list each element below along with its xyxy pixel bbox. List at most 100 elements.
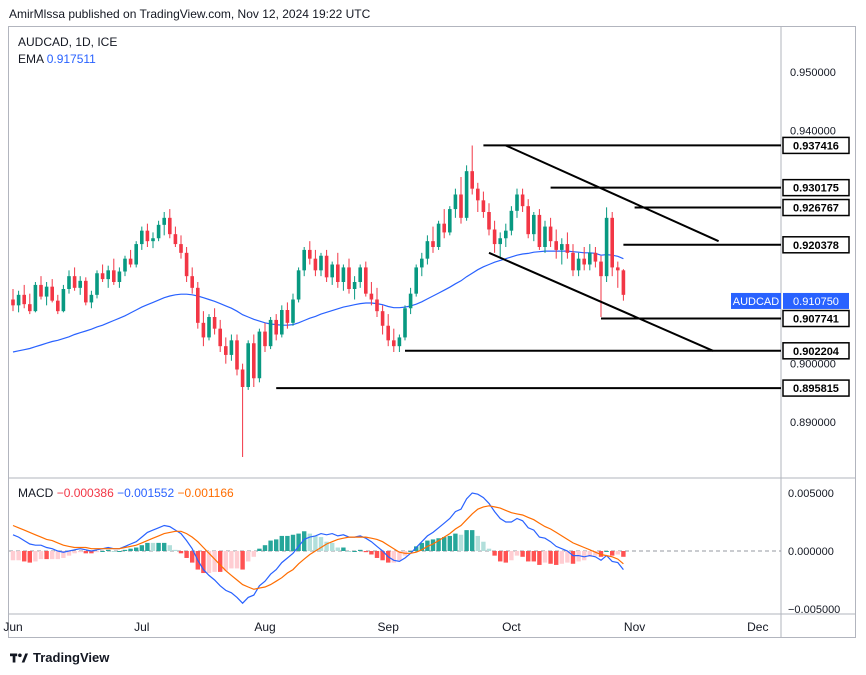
macd-histogram-bar (50, 551, 55, 560)
candle-down (442, 223, 446, 233)
candle-up (358, 267, 362, 282)
macd-histogram-bar (447, 535, 452, 551)
candle-up (302, 249, 306, 271)
macd-histogram-bar (234, 551, 240, 569)
macd-histogram-bar (279, 535, 284, 551)
macd-histogram-bar (520, 551, 525, 557)
macd-legend: MACD −0.000386 −0.001552 −0.001166 (18, 486, 234, 500)
macd-histogram-bar (246, 551, 251, 562)
macd-histogram-bar (537, 551, 542, 565)
candle-up (140, 230, 144, 245)
footer-brand[interactable]: TradingView (10, 650, 109, 665)
candle-up (397, 337, 402, 347)
candle-up (296, 270, 301, 300)
candle-up (78, 280, 82, 288)
candle-up (425, 241, 430, 259)
candle-down (571, 252, 575, 271)
macd-histogram-bar (481, 541, 486, 551)
level-label: 0.907741 (793, 314, 839, 326)
candle-down (224, 346, 228, 355)
candle-up (588, 252, 592, 265)
macd-histogram-bar (27, 551, 32, 563)
candle-up (420, 258, 424, 268)
candle-up (246, 343, 250, 387)
level-label: 0.930175 (793, 183, 839, 195)
macd-histogram-bar (565, 551, 570, 563)
macd-tick-label: 0.000000 (788, 546, 834, 558)
macd-histogram-bar (363, 551, 368, 553)
macd-hist-value: −0.000386 (56, 486, 114, 500)
candle-down (128, 258, 133, 265)
macd-histogram-bar (55, 551, 60, 560)
macd-histogram-bar (240, 551, 245, 570)
level-label: 0.902204 (793, 346, 840, 358)
ema-value: 0.917511 (46, 52, 96, 66)
candle-down (218, 328, 222, 347)
macd-histogram-bar (33, 551, 38, 562)
time-tick-label: Aug (254, 620, 275, 634)
candle-down (212, 317, 217, 329)
candle-up (95, 273, 99, 295)
candle-down (520, 194, 525, 207)
macd-histogram-bar (302, 531, 307, 551)
candle-down (599, 261, 603, 277)
time-tick-label: Sep (378, 620, 400, 634)
candle-down (392, 340, 396, 347)
candle-up (403, 308, 407, 338)
candle-down (285, 310, 290, 323)
candle-down (621, 270, 626, 295)
candle-down (526, 206, 530, 235)
macd-histogram-bar (251, 551, 256, 557)
candle-down (610, 217, 614, 268)
macd-histogram-bar (408, 551, 413, 552)
macd-histogram-bar (341, 547, 346, 551)
candle-up (291, 299, 295, 323)
macd-histogram-bar (206, 551, 212, 574)
macd-histogram-bar (122, 549, 128, 551)
macd-histogram-bar (111, 551, 116, 552)
macd-histogram-bar (604, 551, 609, 552)
candle-down (263, 331, 267, 347)
last-price-symbol: AUDCAD (733, 296, 780, 308)
signal-line (12, 505, 624, 590)
macd-histogram-bar (587, 551, 592, 557)
macd-histogram-bar (358, 549, 363, 551)
candle-down (554, 241, 558, 250)
macd-histogram-bar (442, 537, 447, 551)
candle-down (274, 319, 278, 335)
macd-histogram-bar (268, 540, 273, 551)
candle-down (145, 230, 150, 242)
macd-histogram-bar (615, 551, 620, 555)
candle-down (308, 249, 312, 259)
macd-histogram-bar (318, 537, 324, 551)
candle-down (56, 300, 60, 312)
candle-up (123, 258, 127, 272)
candle-down (11, 299, 15, 306)
candle-down (112, 270, 116, 282)
candle-up (330, 264, 334, 278)
candle-down (313, 258, 318, 271)
macd-histogram-bar (150, 542, 156, 551)
price-tick-label: 0.950000 (790, 67, 836, 79)
candle-up (162, 217, 166, 225)
macd-histogram-bar (78, 551, 83, 553)
macd-histogram-bar (548, 551, 553, 564)
macd-histogram-bar (106, 549, 111, 551)
time-tick-label: Jun (3, 620, 22, 634)
candle-down (235, 340, 239, 370)
macd-histogram-bar (290, 534, 296, 551)
macd-histogram-bar (173, 549, 178, 551)
macd-histogram-bar (369, 551, 374, 555)
macd-histogram-bar (514, 551, 520, 556)
candle-down (39, 284, 43, 297)
time-tick-label: Dec (747, 620, 768, 634)
candle-down (179, 244, 183, 253)
macd-histogram-bar (486, 548, 492, 551)
macd-histogram-bar (464, 530, 469, 551)
macd-histogram-bar (419, 542, 424, 551)
macd-histogram-bar (324, 541, 329, 551)
macd-histogram-bar (570, 551, 576, 564)
candle-up (515, 194, 519, 211)
candle-up (117, 271, 122, 282)
